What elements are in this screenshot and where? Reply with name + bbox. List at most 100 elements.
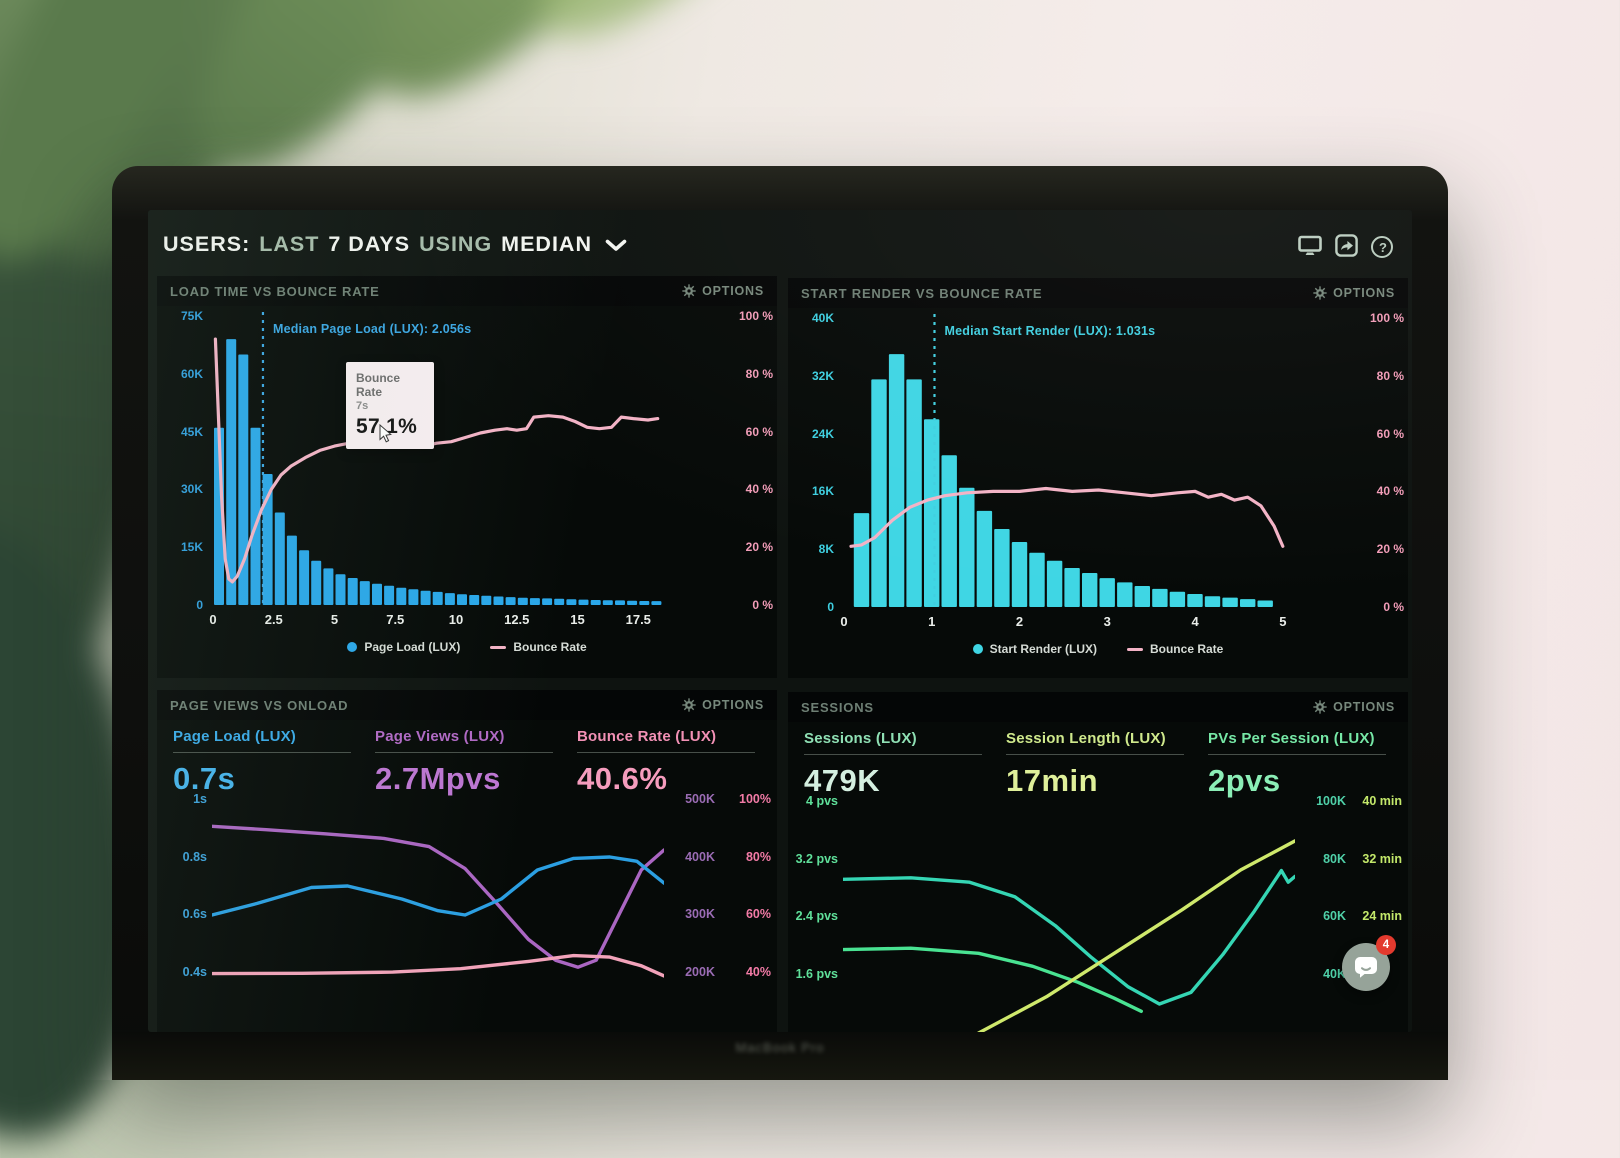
chart-body-start-render: 40K 32K 24K 16K 8K 0 100 % 80 % 60 % 40 % 20 % 0 % M… xyxy=(788,308,1408,678)
y-axis-tick-left: 2.4 pvs xyxy=(795,909,838,924)
y-axis-tick-left: 0 xyxy=(827,600,834,614)
panel-titlebar: SESSIONS OPTIONS xyxy=(788,692,1408,722)
legend-label: Page Load (LUX) xyxy=(364,640,461,654)
line-marker xyxy=(1126,647,1143,651)
metric: PVs Per Session (LUX) 2pvs xyxy=(1208,730,1408,799)
page-title: USERS: LAST 7 DAYS USING MEDIAN xyxy=(163,232,627,258)
y-axis-tick-right: 400K xyxy=(685,849,715,864)
notification-badge: 4 xyxy=(1376,935,1396,955)
dashboard-screen: USERS: LAST 7 DAYS USING MEDIAN ? LOAD TIME … xyxy=(148,210,1412,1032)
line-marker xyxy=(490,645,507,649)
dashboard-header: USERS: LAST 7 DAYS USING MEDIAN ? xyxy=(163,224,1397,270)
y-axis-tick-left: 3.2 pvs xyxy=(795,851,838,866)
y-axis-tick-left: 15K xyxy=(180,540,203,555)
options-button[interactable]: OPTIONS xyxy=(682,698,764,712)
y-axis-tick-right: 40% xyxy=(745,964,771,979)
y-axis-tick-right: 80% xyxy=(745,849,771,864)
y-axis-tick-left: 16K xyxy=(811,484,834,499)
options-button[interactable]: OPTIONS xyxy=(682,284,764,298)
x-axis-tick: 3 xyxy=(1103,614,1111,629)
y-axis-tick-left: 0.8s xyxy=(182,849,207,864)
gear-icon xyxy=(682,698,696,712)
y-axis-tick-right: 60K xyxy=(1323,909,1346,924)
metric-underline xyxy=(1208,754,1386,755)
metric: Session Length (LUX) 17min xyxy=(1006,730,1208,799)
y-axis-tick-left: 1.6 pvs xyxy=(795,966,838,981)
metric: Sessions (LUX) 479K xyxy=(804,730,1006,799)
y-axis-tick-right: 60 % xyxy=(1376,426,1404,441)
legend-item: Bounce Rate xyxy=(490,640,587,654)
y-axis-tick-left: 24K xyxy=(811,426,834,441)
chat-bubble-icon xyxy=(1355,956,1377,978)
y-axis-tick-right: 40K xyxy=(1323,966,1346,981)
metric-underline xyxy=(804,754,982,755)
line-plot xyxy=(843,839,1295,1032)
x-axis-tick: 12.5 xyxy=(504,612,530,627)
metric: Page Views (LUX) 2.7Mpvs xyxy=(375,728,577,797)
options-button[interactable]: OPTIONS xyxy=(1313,700,1395,714)
options-label: OPTIONS xyxy=(702,698,764,712)
metric-label: Bounce Rate (LUX) xyxy=(577,728,717,745)
title-segment: USERS: xyxy=(163,232,251,256)
y-axis-tick-left: 40K xyxy=(811,311,834,325)
x-axis-tick: 2.5 xyxy=(264,612,283,627)
y-axis-tick-right: 300K xyxy=(685,907,715,922)
laptop-brand-text: MacBook Pro xyxy=(735,1040,825,1055)
x-axis-tick: 17.5 xyxy=(625,612,651,627)
y-axis-tick-left: 0.4s xyxy=(182,964,207,979)
panel-titlebar: START RENDER VS BOUNCE RATE OPTIONS xyxy=(788,278,1408,308)
tooltip-x-value: 7s xyxy=(356,400,369,412)
panel-titlebar: PAGE VIEWS VS ONLOAD OPTIONS xyxy=(157,690,777,720)
title-segment: LAST xyxy=(259,232,320,256)
y-axis-tick-right: 80K xyxy=(1323,851,1346,866)
tooltip: Bounce Rate 7s 57.1% xyxy=(346,362,434,449)
y-axis-tick-right: 40 min xyxy=(1362,794,1402,808)
metric-label: Page Load (LUX) xyxy=(173,728,297,745)
chart-legend: Page Load (LUX) Bounce Rate xyxy=(157,640,777,654)
panel-load-time-vs-bounce-rate: LOAD TIME VS BOUNCE RATE OPTIONS 75K 60K 4… xyxy=(157,276,777,678)
panel-title: START RENDER VS BOUNCE RATE xyxy=(801,285,1043,301)
chart-body-load-time: 75K 60K 45K 30K 15K 0 100 % 80 % 60 % 40 % 20 % 0 %… xyxy=(157,306,777,678)
metric-value: 479K xyxy=(804,763,881,798)
y-axis-tick-right: 100% xyxy=(739,792,771,806)
chevron-down-icon[interactable] xyxy=(605,233,627,258)
laptop-deck: MacBook Pro xyxy=(112,1032,1448,1080)
title-segment: USING xyxy=(419,232,493,256)
laptop: USERS: LAST 7 DAYS USING MEDIAN ? LOAD TIME … xyxy=(112,166,1448,1080)
y-axis-tick-left: 30K xyxy=(180,482,203,497)
x-axis-tick: 0 xyxy=(840,614,848,629)
x-axis-tick: 15 xyxy=(570,612,585,627)
help-icon[interactable]: ? xyxy=(1371,236,1393,258)
panel-title: LOAD TIME VS BOUNCE RATE xyxy=(170,283,380,299)
y-axis-tick-right: 20 % xyxy=(745,540,773,555)
y-axis-tick-right: 500K xyxy=(685,792,715,806)
metric-value: 2pvs xyxy=(1208,763,1281,798)
options-label: OPTIONS xyxy=(1333,286,1395,300)
legend-label: Bounce Rate xyxy=(513,640,587,654)
metric-value: 0.7s xyxy=(173,761,236,796)
monitor-icon[interactable] xyxy=(1298,235,1322,259)
options-button[interactable]: OPTIONS xyxy=(1313,286,1395,300)
x-axis-tick: 2 xyxy=(1015,614,1024,629)
metric-value: 40.6% xyxy=(577,761,668,796)
x-axis-tick: 5 xyxy=(1279,614,1287,629)
y-axis-tick-right: 0 % xyxy=(1383,600,1404,614)
panel-title: PAGE VIEWS VS ONLOAD xyxy=(170,697,349,713)
median-annotation: Median Page Load (LUX): 2.056s xyxy=(272,322,472,336)
x-axis-tick: 10 xyxy=(448,612,464,627)
x-axis-tick: 1 xyxy=(928,614,936,629)
y-axis-tick-right: 0 % xyxy=(752,598,773,612)
y-axis-tick-right: 60% xyxy=(745,907,771,922)
gear-icon xyxy=(682,284,696,298)
legend-item: Bounce Rate xyxy=(1126,642,1223,656)
metric-underline xyxy=(375,752,553,753)
y-axis-tick-left: 8K xyxy=(818,542,834,557)
median-annotation: Median Start Render (LUX): 1.031s xyxy=(944,324,1156,338)
line-plot xyxy=(212,824,664,978)
messenger-button[interactable]: 4 xyxy=(1342,935,1396,991)
y-axis-tick-left: 32K xyxy=(811,368,834,383)
share-icon[interactable] xyxy=(1335,234,1358,260)
legend-label: Start Render (LUX) xyxy=(989,642,1097,656)
title-segment: MEDIAN xyxy=(501,232,592,256)
metric-underline xyxy=(577,752,755,753)
